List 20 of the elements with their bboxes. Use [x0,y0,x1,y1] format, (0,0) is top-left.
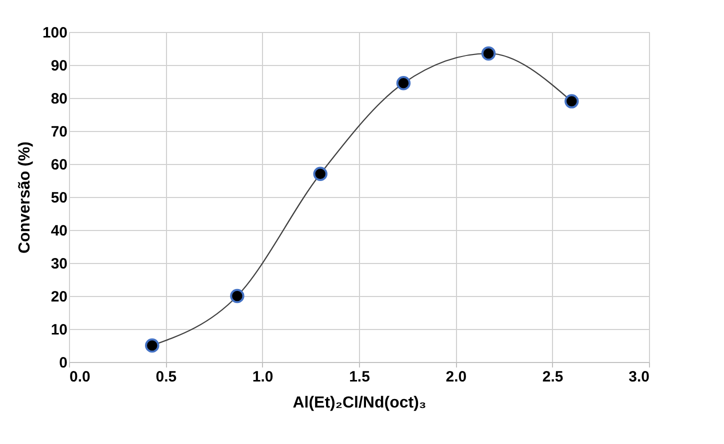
y-tick-label: 10 [50,322,68,338]
y-tick-label: 90 [50,58,68,74]
y-tick-label: 0 [59,354,68,372]
y-tick-label: 40 [50,222,68,240]
x-tick-label: 0.0 [70,368,90,386]
y-tick-label: 80 [50,90,68,108]
y-tick-label: 100 [42,24,68,42]
x-tick-label: 1.0 [252,368,274,386]
x-tick-label: 2.5 [542,368,564,386]
y-tick-label: 20 [50,288,68,306]
y-tick-label: 70 [50,124,68,140]
y-tick-label: 50 [50,190,68,206]
x-tick-label: 2.0 [446,368,467,386]
y-tick-label: 30 [50,256,68,272]
x-tick-label: 3.0 [628,368,650,386]
x-tick-label: 0.5 [156,368,177,386]
y-tick-label: 60 [50,156,68,174]
x-axis-title: Al(Et)₂Cl/Nd(oct)₃ [292,394,426,412]
x-tick-label: 1.5 [349,368,370,386]
y-axis-title: Conversão (%) [16,141,34,254]
